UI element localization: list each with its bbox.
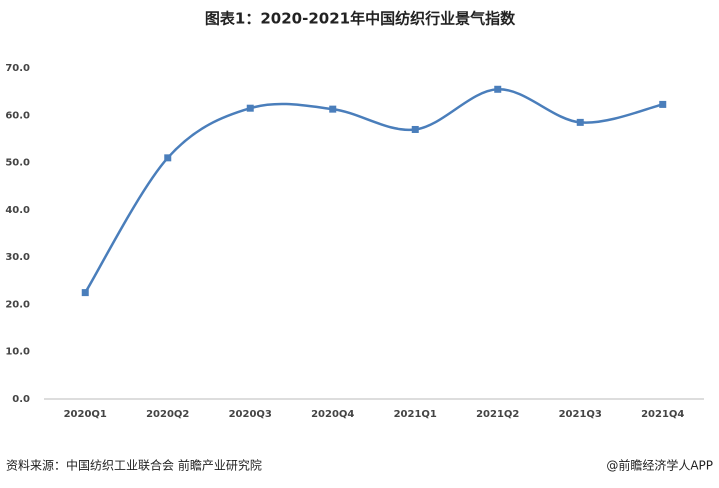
y-tick-label: 50.0 <box>5 158 30 169</box>
marker <box>246 104 254 112</box>
y-tick-label: 60.0 <box>5 110 30 121</box>
credit: @前瞻经济学人APP <box>606 458 713 473</box>
x-tick-label: 2021Q3 <box>559 409 602 420</box>
y-tick-label: 20.0 <box>5 299 30 310</box>
chart-title: 图表1：2020-2021年中国纺织行业景气指数 <box>205 10 516 28</box>
marker <box>411 125 419 133</box>
marker <box>329 105 337 113</box>
x-tick-label: 2020Q4 <box>311 409 354 420</box>
x-tick-label: 2021Q1 <box>394 409 437 420</box>
marker <box>494 85 502 93</box>
y-tick-label: 30.0 <box>5 252 30 263</box>
x-tick-label: 2020Q1 <box>64 409 107 420</box>
x-tick-label: 2021Q2 <box>476 409 519 420</box>
marker <box>81 289 89 297</box>
source: 资料来源：中国纺织工业联合会 前瞻产业研究院 <box>6 458 262 473</box>
y-tick-label: 0.0 <box>12 394 30 405</box>
y-tick-label: 40.0 <box>5 205 30 216</box>
marker <box>576 118 584 126</box>
x-tick-label: 2020Q3 <box>229 409 272 420</box>
x-tick-label: 2020Q2 <box>146 409 189 420</box>
x-tick-label: 2021Q4 <box>641 409 684 420</box>
marker <box>659 100 667 108</box>
marker <box>164 154 172 162</box>
line <box>84 88 664 294</box>
y-tick-label: 10.0 <box>5 347 30 358</box>
y-tick-label: 70.0 <box>5 63 30 74</box>
